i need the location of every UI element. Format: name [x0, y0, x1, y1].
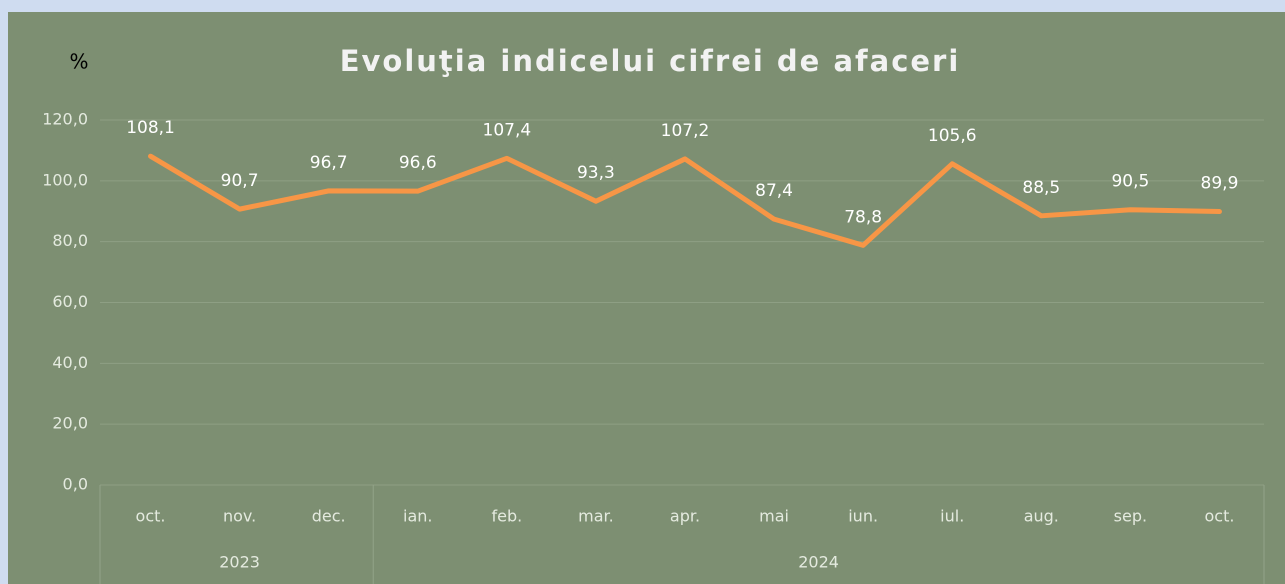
data-label: 96,7: [310, 153, 348, 173]
x-tick-label: sep.: [1114, 507, 1147, 526]
x-tick-label: dec.: [312, 507, 346, 526]
x-tick-label: iun.: [848, 507, 878, 526]
x-tick-label: oct.: [136, 507, 166, 526]
x-tick-label: aug.: [1024, 507, 1059, 526]
x-tick-label: iul.: [940, 507, 964, 526]
data-label: 93,3: [577, 163, 615, 183]
data-label: 89,9: [1201, 174, 1239, 194]
y-tick-label: 0,0: [63, 475, 88, 494]
panel: [8, 12, 1285, 584]
y-tick-label: 60,0: [52, 292, 88, 311]
x-tick-label: oct.: [1204, 507, 1234, 526]
x-tick-label: mar.: [578, 507, 614, 526]
data-label: 107,2: [661, 121, 710, 141]
y-axis-label: %: [69, 50, 88, 74]
data-label: 96,6: [399, 153, 437, 173]
y-tick-label: 120,0: [42, 110, 88, 129]
data-label: 108,1: [126, 118, 175, 138]
data-label: 87,4: [755, 181, 793, 201]
x-tick-label: nov.: [223, 507, 256, 526]
x-tick-label: mai: [759, 507, 789, 526]
x-tick-label: feb.: [491, 507, 522, 526]
x-tick-label: apr.: [670, 507, 700, 526]
x-tick-label: ian.: [403, 507, 432, 526]
chart-title: Evoluţia indicelui cifrei de afaceri: [340, 44, 961, 78]
data-label: 105,6: [928, 126, 977, 146]
data-label: 88,5: [1022, 178, 1060, 198]
y-tick-label: 20,0: [52, 414, 88, 433]
data-label: 107,4: [483, 120, 532, 140]
x-group-label: 2023: [219, 553, 260, 572]
x-group-label: 2024: [798, 553, 839, 572]
line: [148, 153, 1222, 248]
y-tick-label: 40,0: [52, 353, 88, 372]
y-tick-label: 100,0: [42, 170, 88, 189]
data-label: 90,7: [221, 171, 259, 191]
y-tick-label: 80,0: [52, 231, 88, 250]
data-label: 90,5: [1111, 172, 1149, 192]
data-label: 78,8: [844, 207, 882, 227]
